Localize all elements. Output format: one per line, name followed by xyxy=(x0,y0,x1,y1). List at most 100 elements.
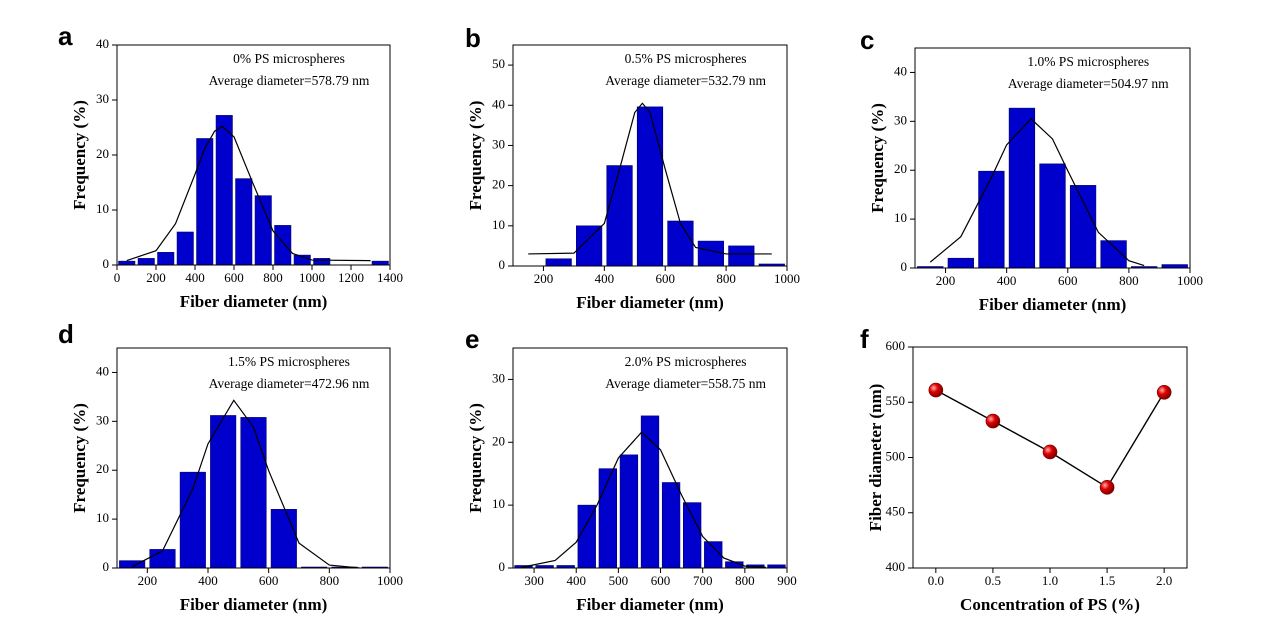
fit-curve xyxy=(126,125,371,262)
plot-frame xyxy=(912,346,1188,569)
fit-curve xyxy=(929,118,1145,267)
y-tick-label: 30 xyxy=(96,412,109,427)
x-tick-label: 200 xyxy=(534,271,554,286)
bar xyxy=(274,225,292,266)
x-tick-label: 1400 xyxy=(377,270,403,285)
x-tick-label: 0.0 xyxy=(928,573,944,588)
bar xyxy=(313,258,331,266)
x-tick-label: 1.5 xyxy=(1099,573,1115,588)
data-point xyxy=(1042,444,1058,460)
bar xyxy=(149,549,176,569)
y-tick-label: 10 xyxy=(894,210,907,225)
annotation: 2.0% PS microspheres xyxy=(625,354,747,369)
y-tick-label: 20 xyxy=(492,177,505,192)
annotation: Average diameter=504.97 nm xyxy=(1008,76,1169,91)
bar xyxy=(667,220,694,267)
y-tick-label: 20 xyxy=(96,146,109,161)
panel-label: b xyxy=(465,23,481,53)
bar xyxy=(1039,163,1066,269)
x-tick-label: 800 xyxy=(263,270,283,285)
annotation: 1.5% PS microspheres xyxy=(228,354,350,369)
bar xyxy=(978,170,1005,269)
x-tick-label: 200 xyxy=(936,273,956,288)
y-tick-label: 0 xyxy=(103,559,110,574)
annotation: Average diameter=532.79 nm xyxy=(605,73,766,88)
plot-frame xyxy=(512,44,788,267)
fit-curve xyxy=(521,431,766,568)
bar xyxy=(577,504,596,569)
x-tick-label: 1000 xyxy=(774,271,800,286)
x-tick-label: 400 xyxy=(566,573,586,588)
plot-frame xyxy=(914,47,1191,269)
x-axis-title: Fiber diameter (nm) xyxy=(979,295,1127,314)
y-tick-label: 10 xyxy=(492,217,505,232)
bar xyxy=(157,252,175,266)
x-axis-title: Fiber diameter (nm) xyxy=(576,595,724,614)
bar xyxy=(240,417,267,569)
data-point xyxy=(928,382,944,398)
y-tick-label: 400 xyxy=(886,559,906,574)
y-tick-label: 20 xyxy=(96,461,109,476)
annotation: 0.5% PS microspheres xyxy=(625,51,747,66)
x-tick-label: 400 xyxy=(997,273,1017,288)
x-tick-label: 800 xyxy=(1119,273,1139,288)
y-tick-label: 500 xyxy=(886,448,906,463)
plot-frame xyxy=(512,347,788,569)
bar xyxy=(704,541,723,569)
x-tick-label: 800 xyxy=(735,573,755,588)
plot-frame xyxy=(116,44,391,266)
data-point xyxy=(1156,385,1172,400)
y-tick-label: 0 xyxy=(499,257,506,272)
x-tick-label: 2.0 xyxy=(1156,573,1172,588)
data-line xyxy=(935,389,1165,489)
x-tick-label: 1000 xyxy=(377,573,403,588)
bar xyxy=(215,115,233,266)
bar xyxy=(683,502,702,569)
bar xyxy=(176,231,194,266)
x-tick-label: 400 xyxy=(595,271,615,286)
y-tick-label: 10 xyxy=(96,201,109,216)
bar xyxy=(118,260,136,266)
panel-label: e xyxy=(465,324,479,354)
x-tick-label: 400 xyxy=(198,573,218,588)
x-axis-title: Concentration of PS (%) xyxy=(960,595,1140,614)
x-tick-label: 200 xyxy=(138,573,158,588)
y-tick-label: 0 xyxy=(901,259,908,274)
y-tick-label: 10 xyxy=(96,510,109,525)
bar xyxy=(1008,107,1036,269)
y-tick-label: 50 xyxy=(492,56,505,71)
y-tick-label: 40 xyxy=(96,363,109,378)
x-tick-label: 1200 xyxy=(338,270,364,285)
annotation: Average diameter=578.79 nm xyxy=(209,73,370,88)
bar xyxy=(640,415,660,569)
y-tick-label: 0 xyxy=(499,559,506,574)
bar xyxy=(661,482,681,569)
x-tick-label: 0.5 xyxy=(985,573,1001,588)
bar xyxy=(697,240,724,267)
x-tick-label: 800 xyxy=(320,573,340,588)
y-tick-label: 40 xyxy=(894,63,907,78)
y-tick-label: 30 xyxy=(492,136,505,151)
bar xyxy=(576,225,603,267)
x-tick-label: 600 xyxy=(224,270,244,285)
y-axis-title: Frequency (%) xyxy=(70,100,89,210)
x-tick-label: 600 xyxy=(1058,273,1078,288)
bar xyxy=(196,138,214,266)
bar xyxy=(235,178,253,266)
panel-label: f xyxy=(860,324,869,354)
bar xyxy=(254,195,272,266)
y-tick-label: 20 xyxy=(492,433,505,448)
panel-label: c xyxy=(860,25,874,55)
panel-label: d xyxy=(58,319,74,349)
y-axis-title: Frequency (%) xyxy=(466,403,485,513)
panel-label: a xyxy=(58,21,73,51)
bar xyxy=(1069,185,1097,269)
y-tick-label: 30 xyxy=(492,370,505,385)
bar xyxy=(137,258,155,266)
annotation: Average diameter=558.75 nm xyxy=(605,376,766,391)
y-axis-title: Frequency (%) xyxy=(868,103,887,213)
bar xyxy=(598,468,617,569)
x-axis-title: Fiber diameter (nm) xyxy=(180,595,328,614)
y-tick-label: 30 xyxy=(894,112,907,127)
